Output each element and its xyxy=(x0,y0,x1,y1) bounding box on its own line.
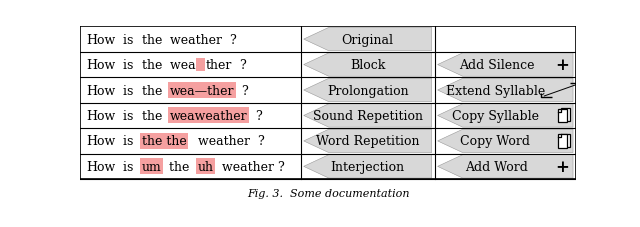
Text: How: How xyxy=(86,160,115,173)
Bar xyxy=(80,103,301,129)
Text: Copy Syllable: Copy Syllable xyxy=(452,109,539,122)
Bar xyxy=(196,59,205,72)
Text: ?: ? xyxy=(234,84,249,97)
Text: Add Word: Add Word xyxy=(465,160,528,173)
Polygon shape xyxy=(304,79,431,102)
Bar xyxy=(558,109,567,123)
Polygon shape xyxy=(438,104,573,128)
Text: Original: Original xyxy=(342,33,394,46)
Text: +: + xyxy=(555,57,569,74)
Bar xyxy=(80,154,301,179)
Text: Copy Word: Copy Word xyxy=(460,135,531,148)
Bar xyxy=(561,134,570,147)
Text: Extend Syllable: Extend Syllable xyxy=(446,84,545,97)
Text: the: the xyxy=(134,59,162,72)
Bar xyxy=(558,135,567,148)
Text: is: is xyxy=(115,33,134,46)
Text: Fig. 3.  Some documentation: Fig. 3. Some documentation xyxy=(247,188,409,198)
Text: um: um xyxy=(141,160,161,173)
Text: ?: ? xyxy=(232,59,246,72)
Text: Prolongation: Prolongation xyxy=(327,84,408,97)
Text: the: the xyxy=(161,160,198,173)
Polygon shape xyxy=(438,54,573,77)
Text: is: is xyxy=(115,160,134,173)
Text: uh: uh xyxy=(198,160,214,173)
Polygon shape xyxy=(438,155,573,178)
Text: Word Repetition: Word Repetition xyxy=(316,135,419,148)
Bar xyxy=(80,27,576,179)
Text: is: is xyxy=(115,135,134,148)
Bar xyxy=(80,53,301,78)
Text: +: + xyxy=(555,158,569,175)
Text: How: How xyxy=(86,135,115,148)
Text: How: How xyxy=(86,109,115,122)
Text: weather ?: weather ? xyxy=(214,160,284,173)
Text: wea: wea xyxy=(162,59,196,72)
Text: weather: weather xyxy=(186,135,250,148)
Text: the: the xyxy=(134,109,162,122)
Text: ?: ? xyxy=(250,135,265,148)
Bar xyxy=(80,27,301,53)
Text: weaweather: weaweather xyxy=(170,109,248,122)
Text: Sound Repetition: Sound Repetition xyxy=(313,109,422,122)
Polygon shape xyxy=(438,130,573,153)
Text: is: is xyxy=(115,109,134,122)
Bar xyxy=(80,78,301,103)
Polygon shape xyxy=(304,104,431,128)
Text: the: the xyxy=(134,33,162,46)
Text: How: How xyxy=(86,59,115,72)
Text: ?: ? xyxy=(222,33,237,46)
Bar xyxy=(80,129,301,154)
Text: ther: ther xyxy=(205,59,232,72)
Polygon shape xyxy=(438,79,573,102)
Text: is: is xyxy=(115,84,134,97)
Text: the the: the the xyxy=(141,135,186,148)
Text: How: How xyxy=(86,84,115,97)
Polygon shape xyxy=(304,155,431,178)
Text: weather: weather xyxy=(162,33,222,46)
Text: Block: Block xyxy=(350,59,385,72)
Text: wea—ther: wea—ther xyxy=(170,84,234,97)
Text: Interjection: Interjection xyxy=(331,160,404,173)
Text: the: the xyxy=(134,84,162,97)
Text: is: is xyxy=(115,59,134,72)
Text: Add Silence: Add Silence xyxy=(459,59,534,72)
Text: ?: ? xyxy=(248,109,262,122)
Bar xyxy=(561,109,570,122)
Polygon shape xyxy=(304,54,431,77)
Polygon shape xyxy=(304,130,431,153)
Text: How: How xyxy=(86,33,115,46)
Polygon shape xyxy=(304,28,431,52)
